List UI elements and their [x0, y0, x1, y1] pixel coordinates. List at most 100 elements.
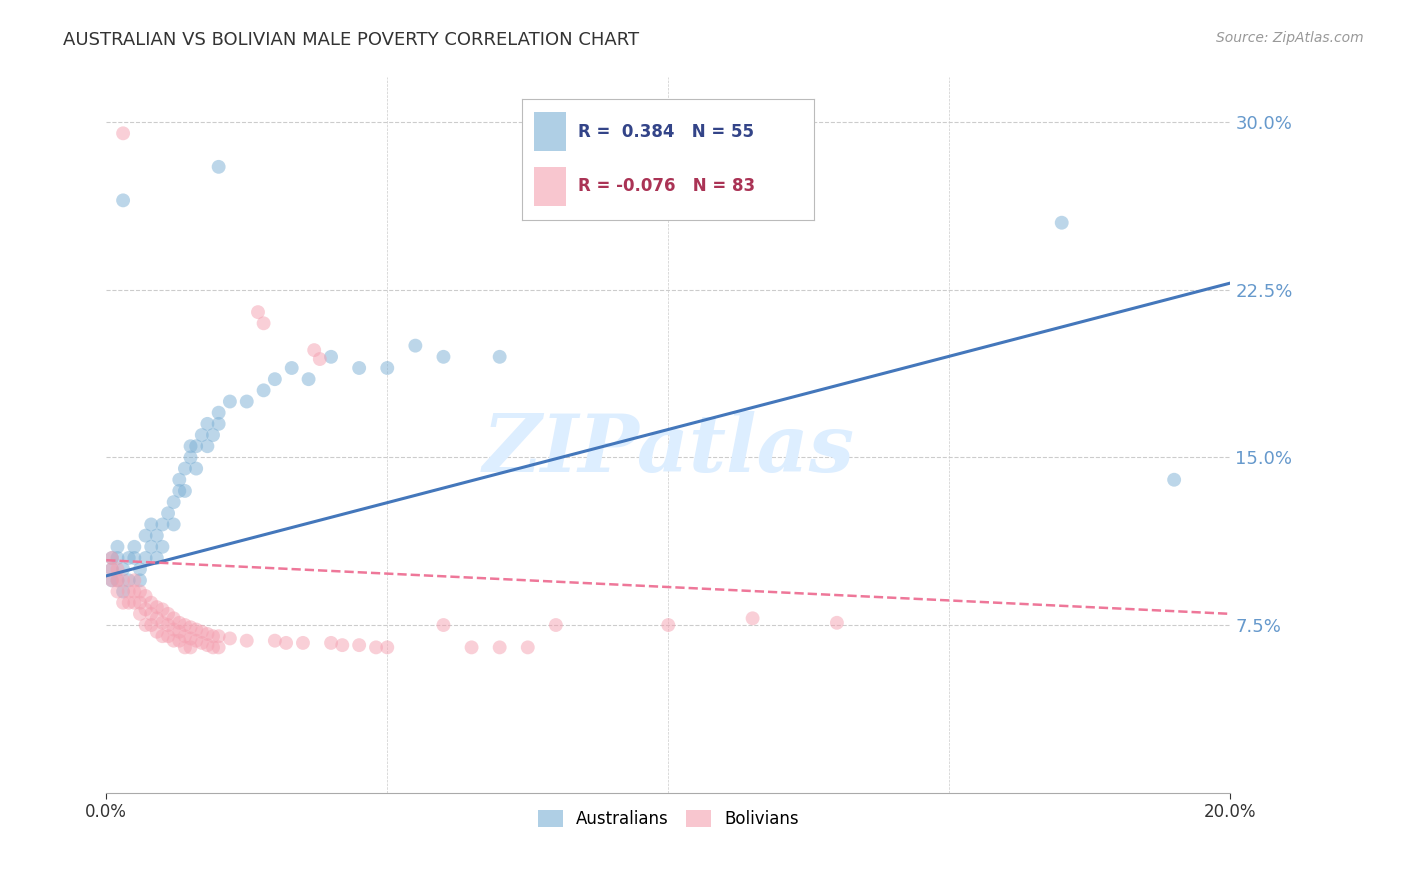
Point — [825, 615, 848, 630]
Point — [252, 316, 274, 330]
Point — [135, 618, 157, 632]
Point — [135, 528, 157, 542]
Point — [152, 629, 174, 643]
Point — [364, 640, 387, 655]
Point — [219, 632, 242, 646]
Point — [124, 551, 146, 566]
Point — [169, 624, 191, 639]
Point — [129, 607, 152, 621]
Point — [107, 540, 129, 554]
Point — [141, 540, 163, 554]
Point — [180, 632, 202, 646]
Point — [191, 624, 214, 639]
Point — [107, 562, 129, 576]
Point — [107, 574, 129, 588]
Point — [347, 638, 370, 652]
Point — [197, 439, 219, 453]
Point — [347, 361, 370, 376]
Point — [146, 551, 169, 566]
Text: ZIPatlas: ZIPatlas — [482, 410, 855, 488]
Point — [274, 636, 297, 650]
Point — [124, 596, 146, 610]
Point — [252, 384, 274, 398]
Point — [124, 584, 146, 599]
Point — [657, 618, 679, 632]
Point — [235, 633, 257, 648]
Point — [163, 633, 186, 648]
Point — [291, 636, 314, 650]
Point — [118, 584, 141, 599]
Point — [135, 551, 157, 566]
Point — [302, 343, 325, 358]
Point — [129, 584, 152, 599]
Point — [460, 640, 482, 655]
Point — [118, 551, 141, 566]
Text: AUSTRALIAN VS BOLIVIAN MALE POVERTY CORRELATION CHART: AUSTRALIAN VS BOLIVIAN MALE POVERTY CORR… — [63, 31, 640, 49]
Point — [246, 305, 269, 319]
Point — [1163, 473, 1185, 487]
Point — [135, 589, 157, 603]
Point — [544, 618, 567, 632]
Point — [141, 618, 163, 632]
Point — [202, 428, 225, 442]
Point — [146, 611, 169, 625]
Point — [330, 638, 353, 652]
Point — [208, 160, 231, 174]
Point — [488, 350, 510, 364]
Point — [197, 417, 219, 431]
Point — [129, 596, 152, 610]
Point — [101, 574, 124, 588]
Point — [169, 633, 191, 648]
Point — [235, 394, 257, 409]
Point — [186, 439, 208, 453]
Point — [174, 618, 197, 632]
Point — [202, 629, 225, 643]
Point — [152, 540, 174, 554]
Point — [297, 372, 319, 386]
Point — [169, 473, 191, 487]
Point — [101, 574, 124, 588]
Point — [197, 627, 219, 641]
Point — [432, 618, 454, 632]
Point — [157, 607, 180, 621]
Point — [186, 461, 208, 475]
Legend: Australians, Bolivians: Australians, Bolivians — [531, 803, 806, 834]
Point — [174, 640, 197, 655]
Point — [118, 574, 141, 588]
Point — [180, 439, 202, 453]
Point — [101, 562, 124, 576]
Point — [202, 640, 225, 655]
Point — [146, 600, 169, 615]
Point — [157, 618, 180, 632]
Point — [124, 574, 146, 588]
Point — [375, 361, 398, 376]
Point — [191, 636, 214, 650]
Point — [174, 483, 197, 498]
Point — [101, 551, 124, 566]
Point — [1050, 216, 1073, 230]
Point — [107, 584, 129, 599]
Point — [174, 629, 197, 643]
Point — [208, 640, 231, 655]
Point — [280, 361, 302, 376]
Point — [174, 461, 197, 475]
Point — [152, 517, 174, 532]
Point — [208, 406, 231, 420]
Point — [152, 602, 174, 616]
Point — [146, 624, 169, 639]
Point — [152, 615, 174, 630]
Point — [208, 417, 231, 431]
Point — [101, 562, 124, 576]
Point — [319, 636, 342, 650]
Point — [118, 596, 141, 610]
Point — [163, 611, 186, 625]
Point — [219, 394, 242, 409]
Point — [157, 506, 180, 520]
Point — [112, 194, 135, 208]
Point — [107, 574, 129, 588]
Point — [375, 640, 398, 655]
Point — [180, 450, 202, 465]
Point — [129, 562, 152, 576]
Point — [169, 483, 191, 498]
Point — [319, 350, 342, 364]
